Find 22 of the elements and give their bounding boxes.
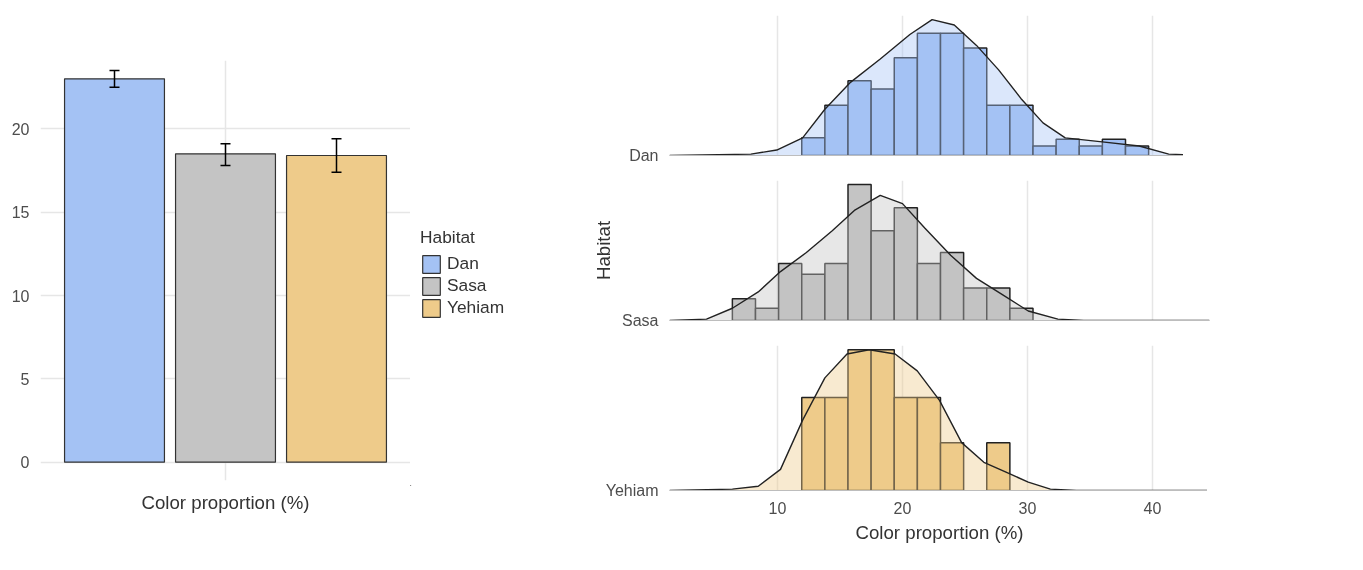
x-tick-label: 20 (893, 499, 912, 517)
text: Yehiam (605, 482, 659, 499)
y-tick-label: 20 (11, 120, 30, 138)
legend-label: Sasa (447, 275, 487, 296)
bar (174, 153, 277, 463)
y-tick-label: 5 (20, 370, 30, 388)
bar (63, 78, 166, 463)
x-tick-label: 40 (1143, 499, 1162, 517)
legend-label: Dan (447, 253, 479, 274)
x-axis-title: Color proportion (%) (141, 491, 310, 513)
legend-title: Habitat (420, 226, 476, 248)
y-tick-label: 0 (20, 454, 30, 472)
x-tick-label: 10 (768, 499, 787, 517)
x-axis-title: Color proportion (%) (855, 521, 1024, 543)
x-tick-label: 30 (1018, 499, 1037, 517)
text: Sasa (622, 312, 659, 329)
text: Dan (629, 147, 659, 164)
y-tick-label: 15 (11, 204, 30, 222)
legend-label: Yehiam (447, 297, 505, 318)
bar (285, 154, 388, 463)
y-axis-title: Habitat (593, 220, 615, 281)
y-tick-label: 10 (11, 287, 30, 305)
